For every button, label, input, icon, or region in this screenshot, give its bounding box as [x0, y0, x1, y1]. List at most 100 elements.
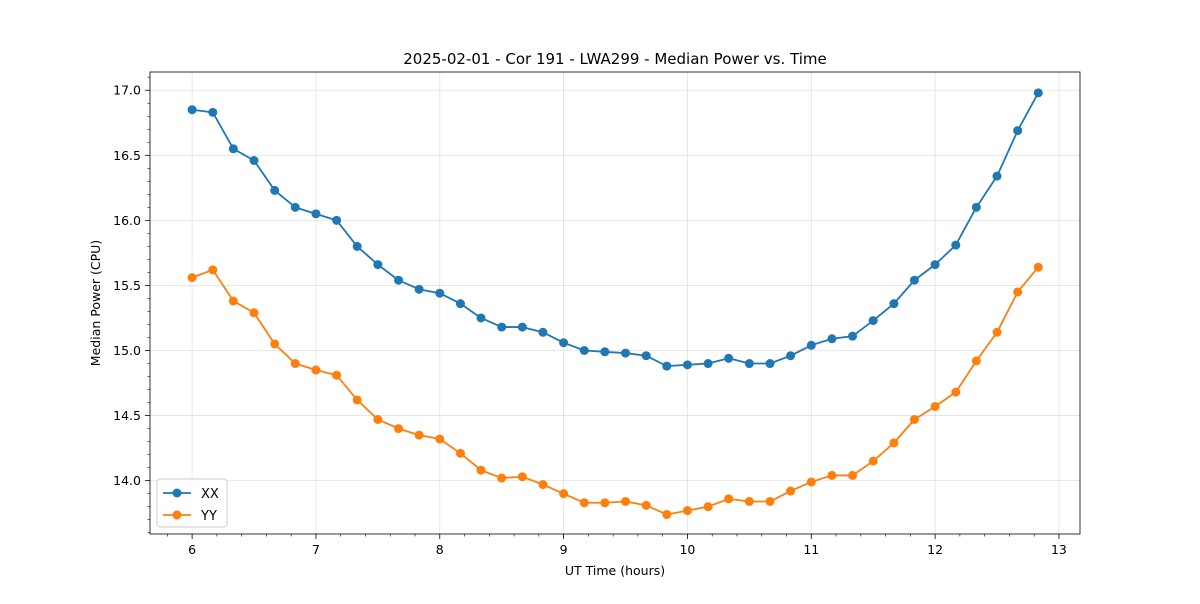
series-xx-point	[270, 185, 280, 195]
series-yy-point	[311, 365, 321, 375]
x-tick-label: 6	[188, 542, 196, 557]
series-xx-point	[414, 284, 424, 294]
series-xx-point	[1013, 126, 1023, 136]
series-yy-point	[600, 498, 610, 508]
series-xx-point	[744, 359, 754, 369]
series-xx-point	[497, 322, 507, 332]
series-xx-point	[352, 241, 362, 251]
series-xx-point	[1033, 88, 1043, 98]
series-xx-point	[600, 347, 610, 357]
series-xx-point	[435, 288, 445, 298]
series-yy-point	[332, 370, 342, 380]
series-yy-point	[992, 327, 1002, 337]
series-yy-point	[435, 434, 445, 444]
series-yy-point	[889, 438, 899, 448]
series-xx-point	[187, 105, 197, 115]
series-yy-point	[290, 359, 300, 369]
series-yy-point	[703, 502, 713, 512]
chart-title: 2025-02-01 - Cor 191 - LWA299 - Median P…	[403, 50, 827, 68]
y-tick-label: 15.5	[113, 278, 141, 293]
x-tick-label: 10	[679, 542, 695, 557]
series-yy-point	[621, 496, 631, 506]
series-xx-point	[641, 351, 651, 361]
series-yy-point	[352, 395, 362, 405]
series-yy-point	[414, 430, 424, 440]
series-yy-point	[249, 308, 259, 318]
legend-yy-label: YY	[200, 509, 217, 524]
series-yy	[187, 262, 1043, 519]
series-xx-point	[579, 346, 589, 356]
series-layer	[187, 88, 1043, 519]
series-yy-point	[930, 401, 940, 411]
series-xx-point	[373, 260, 383, 270]
series-yy-point	[765, 496, 775, 506]
series-yy-point	[744, 496, 754, 506]
series-xx-point	[311, 209, 321, 219]
series-yy-point	[394, 424, 404, 434]
series-xx-point	[930, 260, 940, 270]
series-yy-point	[868, 456, 878, 466]
series-xx-point	[765, 359, 775, 369]
x-axis: 6 7 8 9 10 11 12 13	[167, 534, 1067, 557]
series-xx-point	[786, 351, 796, 361]
series-yy-point	[228, 296, 238, 306]
series-yy-point	[455, 448, 465, 458]
series-yy-point	[579, 498, 589, 508]
x-tick-label: 7	[312, 542, 320, 557]
series-xx-point	[208, 107, 218, 117]
series-yy-point	[270, 339, 280, 349]
series-xx-point	[538, 327, 548, 337]
series-yy-point	[1033, 262, 1043, 272]
series-xx-point	[806, 340, 816, 350]
series-xx-point	[703, 359, 713, 369]
y-tick-label: 16.5	[113, 148, 141, 163]
series-xx-point	[992, 171, 1002, 181]
series-xx-point	[848, 331, 858, 341]
series-xx-point	[559, 338, 569, 348]
legend: XX YY	[156, 478, 228, 528]
legend-xx-label: XX	[201, 487, 219, 502]
series-yy-point	[806, 477, 816, 487]
series-yy-point	[641, 500, 651, 510]
series-yy-point	[497, 473, 507, 483]
series-xx-point	[249, 155, 259, 165]
y-tick-label: 14.0	[113, 473, 141, 488]
series-yy-point	[517, 472, 527, 482]
series-yy-point	[724, 494, 734, 504]
plot-frame	[149, 71, 1081, 535]
series-xx-point	[889, 299, 899, 309]
series-xx-point	[621, 348, 631, 358]
series-yy-point	[827, 470, 837, 480]
series-yy-point	[1013, 287, 1023, 297]
series-xx-point	[909, 275, 919, 285]
series-yy-point	[909, 414, 919, 424]
series-xx-point	[332, 215, 342, 225]
series-xx-point	[517, 322, 527, 332]
series-yy-point	[476, 465, 486, 475]
series-xx-point	[290, 202, 300, 212]
series-xx-point	[827, 334, 837, 344]
series-xx-point	[662, 361, 672, 371]
series-yy-point	[848, 470, 858, 480]
series-yy-point	[208, 265, 218, 275]
series-xx-point	[228, 144, 238, 154]
y-tick-label: 14.5	[113, 408, 141, 423]
grid	[150, 72, 1080, 534]
series-yy-point	[373, 414, 383, 424]
series-yy-point	[786, 486, 796, 496]
y-axis-label: Median Power (CPU)	[88, 240, 103, 366]
series-xx-point	[971, 202, 981, 212]
series-xx-point	[394, 275, 404, 285]
series-xx-point	[682, 360, 692, 370]
x-tick-label: 12	[927, 542, 943, 557]
y-axis: 14.0 14.5 15.0 15.5 16.0 16.5 17.0	[113, 76, 150, 533]
series-xx	[187, 88, 1043, 371]
series-yy-point	[951, 387, 961, 397]
series-yy-point	[538, 480, 548, 490]
x-tick-label: 13	[1051, 542, 1067, 557]
x-axis-label: UT Time (hours)	[565, 563, 665, 578]
y-tick-label: 17.0	[113, 83, 141, 98]
series-yy-point	[187, 273, 197, 283]
